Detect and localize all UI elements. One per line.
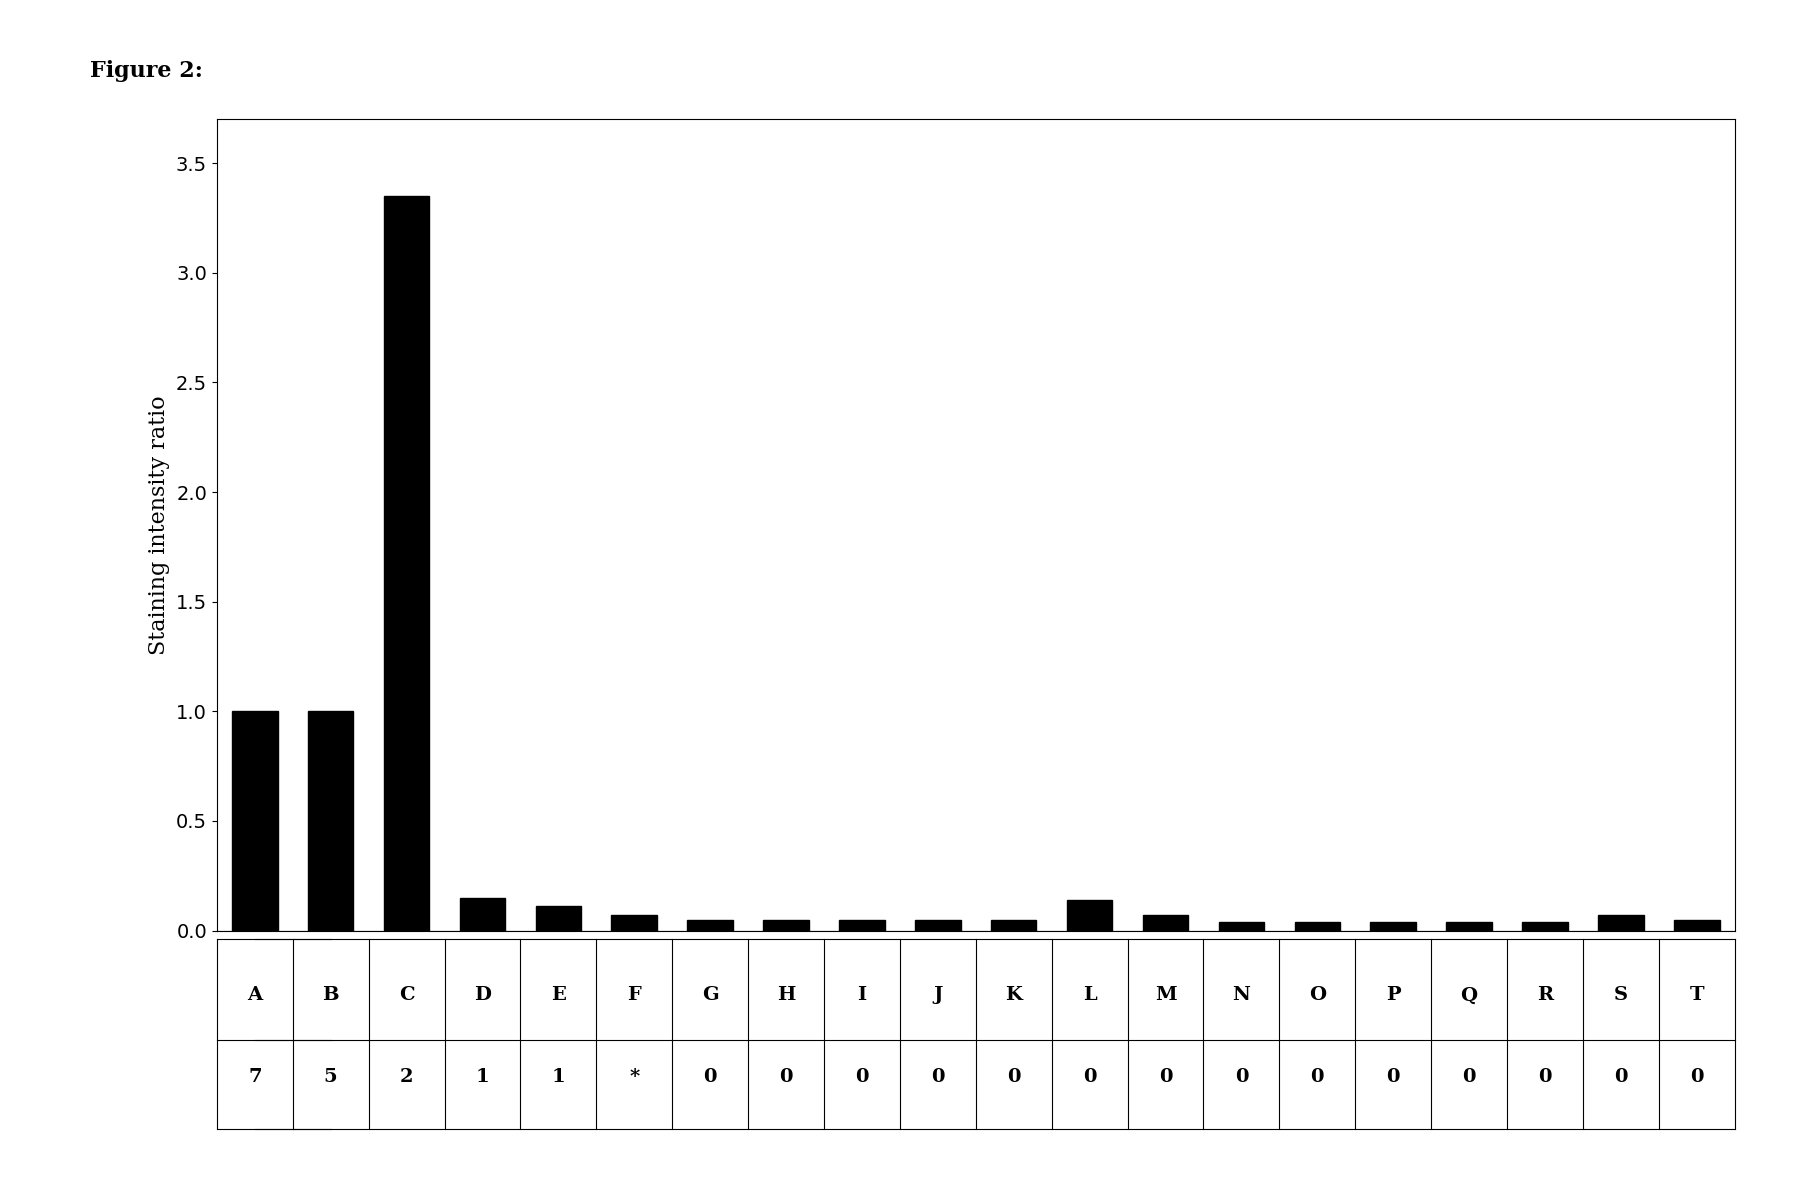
Text: B: B bbox=[322, 987, 340, 1005]
Text: 0: 0 bbox=[1690, 1068, 1704, 1086]
Bar bbox=[763, 920, 810, 931]
Text: 7: 7 bbox=[248, 1068, 262, 1086]
Bar bbox=[1142, 915, 1189, 931]
Text: Figure 2:: Figure 2: bbox=[90, 60, 202, 81]
Text: 0: 0 bbox=[855, 1068, 869, 1086]
Text: E: E bbox=[551, 987, 566, 1005]
Text: J: J bbox=[932, 987, 943, 1005]
Bar bbox=[990, 920, 1037, 931]
Bar bbox=[307, 711, 354, 931]
Text: 0: 0 bbox=[1386, 1068, 1400, 1086]
Text: 0: 0 bbox=[931, 1068, 945, 1086]
Bar bbox=[1370, 922, 1417, 931]
Bar bbox=[1521, 922, 1568, 931]
Text: O: O bbox=[1308, 987, 1326, 1005]
Text: 0: 0 bbox=[1614, 1068, 1628, 1086]
Text: K: K bbox=[1005, 987, 1023, 1005]
Bar bbox=[1446, 922, 1493, 931]
Text: 0: 0 bbox=[1158, 1068, 1173, 1086]
Text: 2: 2 bbox=[399, 1068, 414, 1086]
Text: T: T bbox=[1690, 987, 1704, 1005]
Bar bbox=[231, 711, 278, 931]
Text: 1: 1 bbox=[551, 1068, 566, 1086]
Text: A: A bbox=[248, 987, 262, 1005]
Bar bbox=[459, 897, 506, 931]
Bar bbox=[1597, 915, 1644, 931]
Text: C: C bbox=[399, 987, 414, 1005]
Bar bbox=[1673, 920, 1720, 931]
Text: S: S bbox=[1614, 987, 1628, 1005]
Text: P: P bbox=[1386, 987, 1400, 1005]
Bar bbox=[1218, 922, 1265, 931]
Bar bbox=[914, 920, 961, 931]
Text: R: R bbox=[1538, 987, 1552, 1005]
Bar bbox=[383, 196, 430, 931]
Text: 0: 0 bbox=[703, 1068, 717, 1086]
Text: 0: 0 bbox=[779, 1068, 793, 1086]
Text: N: N bbox=[1232, 987, 1250, 1005]
Text: M: M bbox=[1155, 987, 1176, 1005]
Text: F: F bbox=[627, 987, 641, 1005]
Text: 5: 5 bbox=[323, 1068, 338, 1086]
Bar bbox=[535, 907, 582, 931]
Bar bbox=[611, 915, 658, 931]
Text: 0: 0 bbox=[1082, 1068, 1097, 1086]
Y-axis label: Staining intensity ratio: Staining intensity ratio bbox=[148, 395, 170, 655]
Bar bbox=[1066, 900, 1113, 931]
Text: 0: 0 bbox=[1006, 1068, 1021, 1086]
Text: G: G bbox=[701, 987, 719, 1005]
Text: D: D bbox=[473, 987, 492, 1005]
Text: Q: Q bbox=[1460, 987, 1478, 1005]
Text: L: L bbox=[1082, 987, 1097, 1005]
Bar bbox=[1294, 922, 1341, 931]
Bar bbox=[838, 920, 885, 931]
Text: 0: 0 bbox=[1310, 1068, 1325, 1086]
Text: 1: 1 bbox=[475, 1068, 490, 1086]
Text: *: * bbox=[629, 1068, 640, 1086]
Text: I: I bbox=[857, 987, 867, 1005]
Text: H: H bbox=[777, 987, 795, 1005]
Text: 0: 0 bbox=[1462, 1068, 1476, 1086]
Text: 0: 0 bbox=[1538, 1068, 1552, 1086]
Bar bbox=[687, 920, 734, 931]
Text: 0: 0 bbox=[1234, 1068, 1249, 1086]
